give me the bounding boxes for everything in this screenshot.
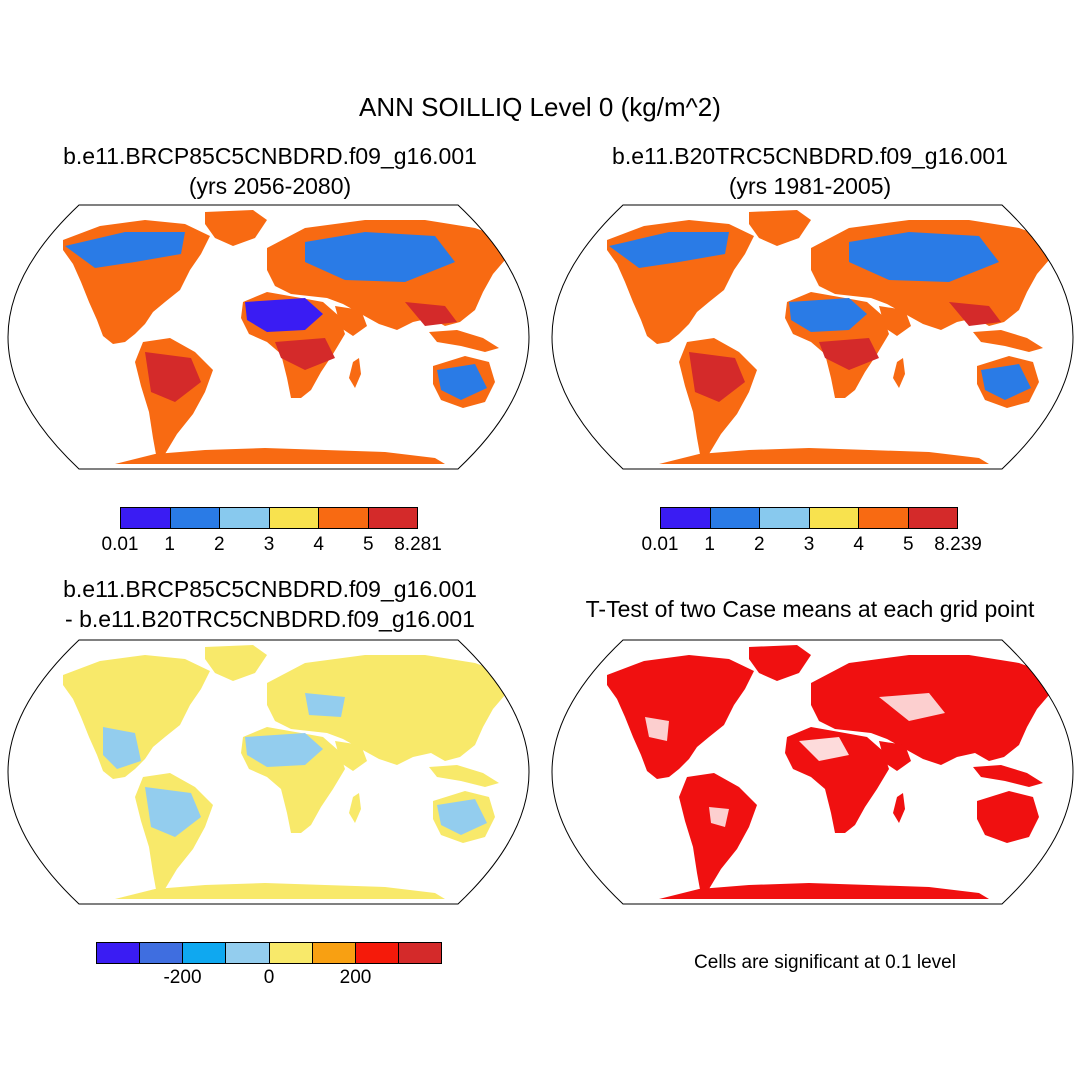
diff-colorbar-segment: [97, 943, 141, 963]
diff-colorbar-label: -200: [163, 967, 202, 988]
diff-colorbar-segment: [226, 943, 270, 963]
case1-title-line2: (yrs 2056-2080): [188, 173, 352, 199]
case1-colorbar-label: 4: [313, 534, 324, 555]
case1-colorbar-label: 0.01: [101, 534, 139, 555]
figure-title: ANN SOILLIQ Level 0 (kg/m^2): [359, 92, 721, 122]
case1-colorbar-segment: [220, 508, 270, 528]
diff-map: [5, 637, 532, 907]
case2-colorbar-label: 8.239: [934, 534, 982, 555]
significance-note: Cells are significant at 0.1 level: [694, 952, 956, 973]
diff-colorbar-segment: [140, 943, 184, 963]
case2-title-line1: b.e11.B20TRC5CNBDRD.f09_g16.001: [612, 143, 1008, 169]
case1-colorbar-label: 8.281: [394, 534, 442, 555]
diff-colorbar-segment: [183, 943, 227, 963]
case2-colorbar-segment: [859, 508, 909, 528]
case1-colorbar-segment: [121, 508, 171, 528]
case2-colorbar-label: 2: [754, 534, 765, 555]
case1-colorbar-label: 1: [164, 534, 175, 555]
case1-map: [5, 202, 532, 472]
diff-colorbar-label: 0: [263, 967, 275, 988]
case2-map: [549, 202, 1076, 472]
case2-colorbar-segment: [661, 508, 711, 528]
case1-colorbar-label: 2: [214, 534, 225, 555]
diff-colorbar-segment: [269, 943, 313, 963]
diff-colorbar-label: 200: [339, 967, 372, 988]
case1-colorbar: [120, 507, 418, 529]
case2-title-line2: (yrs 1981-2005): [728, 173, 892, 199]
ttest-title: T-Test of two Case means at each grid po…: [585, 596, 1035, 622]
case2-colorbar-segment: [710, 508, 760, 528]
case2-title: b.e11.B20TRC5CNBDRD.f09_g16.001 (yrs 198…: [540, 141, 1080, 201]
diff-colorbar-segment: [355, 943, 399, 963]
case1-colorbar-label: 5: [363, 534, 374, 555]
ttest-map: [549, 637, 1076, 907]
diff-colorbar-segment: [312, 943, 356, 963]
case2-colorbar-label: 3: [803, 534, 815, 555]
case1-colorbar-segment: [368, 508, 417, 528]
case2-colorbar-label: 0.01: [641, 534, 679, 555]
case2-colorbar: [660, 507, 958, 529]
case2-colorbar-label: 5: [903, 534, 914, 555]
diff-title: b.e11.BRCP85C5CNBDRD.f09_g16.001 - b.e11…: [0, 574, 540, 634]
diff-colorbar-segment: [398, 943, 441, 963]
case2-colorbar-segment: [760, 508, 810, 528]
diff-title-line2: - b.e11.B20TRC5CNBDRD.f09_g16.001: [65, 606, 475, 632]
case1-title: b.e11.BRCP85C5CNBDRD.f09_g16.001 (yrs 20…: [0, 141, 540, 201]
case2-colorbar-segment: [809, 508, 859, 528]
case1-colorbar-segment: [319, 508, 369, 528]
case1-colorbar-label: 3: [263, 534, 275, 555]
case2-colorbar-label: 4: [853, 534, 864, 555]
diff-colorbar: [96, 942, 442, 964]
case1-colorbar-segment: [269, 508, 319, 528]
case1-title-line1: b.e11.BRCP85C5CNBDRD.f09_g16.001: [63, 143, 477, 169]
case2-colorbar-label: 1: [704, 534, 715, 555]
case1-colorbar-segment: [170, 508, 220, 528]
diff-title-line1: b.e11.BRCP85C5CNBDRD.f09_g16.001: [63, 576, 477, 602]
case2-colorbar-segment: [908, 508, 957, 528]
